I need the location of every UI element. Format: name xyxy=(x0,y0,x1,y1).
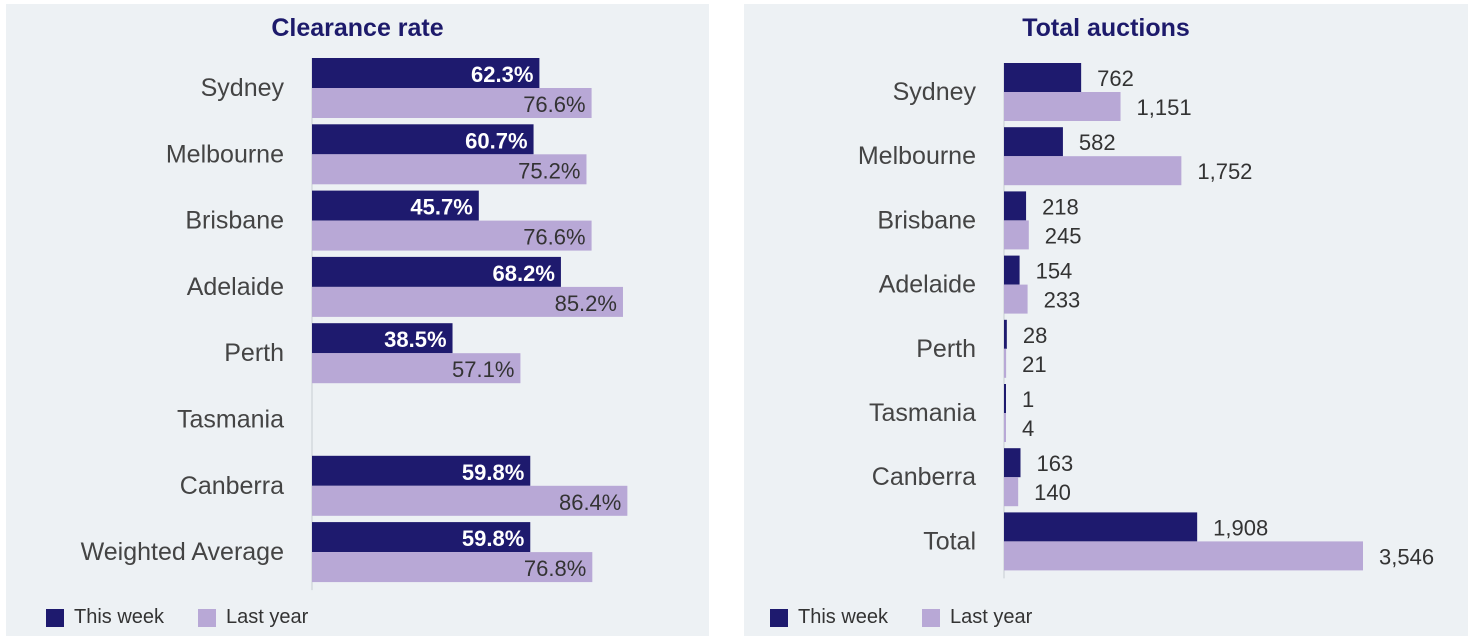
bar-last-year-sydney xyxy=(1004,92,1121,121)
bar-this-week-brisbane xyxy=(1004,191,1027,221)
legend-item-last-year: Last year xyxy=(198,606,308,629)
data-label-this-week-brisbane: 218 xyxy=(1042,194,1079,219)
category-label-melbourne: Melbourne xyxy=(166,140,284,168)
category-label-canberra: Canberra xyxy=(180,472,284,500)
data-label-last-year-brisbane: 245 xyxy=(1045,223,1082,248)
category-label-tasmania: Tasmania xyxy=(177,406,284,434)
clearance-rate-panel: Clearance rate Sydney 62.3% 76.6% Melbourne… xyxy=(6,4,709,636)
total-auctions-panel: Total auctions Sydney 762 1,151 Melbourne 58… xyxy=(744,4,1468,636)
bar-this-week-canberra xyxy=(312,455,531,486)
bar-this-week-brisbane xyxy=(312,190,479,221)
bar-last-year-canberra xyxy=(1004,477,1019,507)
category-label-canberra: Canberra xyxy=(872,463,976,491)
bar-last-year-sydney xyxy=(312,88,592,118)
legend-label-last-year: Last year xyxy=(950,606,1033,628)
category-label-weighted-average: Weighted Average xyxy=(81,538,284,566)
data-label-last-year-canberra: 86.4% xyxy=(559,490,621,515)
legend-item-this-week: This week xyxy=(770,606,888,629)
category-label-tasmania: Tasmania xyxy=(869,399,976,427)
bar-last-year-brisbane xyxy=(1004,220,1029,250)
bar-last-year-melbourne xyxy=(312,154,587,185)
data-label-last-year-adelaide: 85.2% xyxy=(555,291,617,316)
data-label-last-year-perth: 57.1% xyxy=(452,357,514,382)
data-label-last-year-canberra: 140 xyxy=(1034,480,1071,505)
data-label-this-week-adelaide: 68.2% xyxy=(493,261,555,286)
data-label-this-week-weighted-average: 59.8% xyxy=(462,526,524,551)
data-label-last-year-melbourne: 1,752 xyxy=(1197,159,1252,184)
bar-last-year-total xyxy=(1004,541,1363,571)
category-label-sydney: Sydney xyxy=(201,74,285,102)
category-label-adelaide: Adelaide xyxy=(879,271,976,299)
data-label-this-week-tasmania: 1 xyxy=(1022,387,1034,412)
category-label-total: Total xyxy=(923,527,976,555)
legend-item-this-week: This week xyxy=(46,606,164,629)
bar-this-week-tasmania xyxy=(1004,384,1006,413)
data-label-this-week-canberra: 59.8% xyxy=(462,460,524,485)
data-label-this-week-brisbane: 45.7% xyxy=(410,195,472,220)
category-label-brisbane: Brisbane xyxy=(185,207,284,235)
data-label-last-year-melbourne: 75.2% xyxy=(518,158,580,183)
total-auctions-legend: This week Last year xyxy=(770,606,1066,629)
data-label-last-year-perth: 21 xyxy=(1022,352,1046,377)
bar-this-week-perth xyxy=(312,323,453,354)
legend-label-this-week: This week xyxy=(798,606,889,628)
data-label-last-year-sydney: 1,151 xyxy=(1137,95,1192,120)
clearance-rate-chart: Sydney 62.3% 76.6% Melbourne 60.7% 75.2% Brisb… xyxy=(81,58,628,591)
bar-this-week-melbourne xyxy=(312,124,534,155)
bar-this-week-sydney xyxy=(312,58,540,88)
data-label-this-week-sydney: 762 xyxy=(1097,66,1134,91)
bar-this-week-canberra xyxy=(1004,448,1021,478)
data-label-this-week-perth: 28 xyxy=(1023,323,1047,348)
bar-last-year-tasmania xyxy=(1004,413,1006,442)
clearance-rate-legend: This week Last year xyxy=(46,606,342,629)
bar-this-week-sydney xyxy=(1004,63,1082,92)
data-label-this-week-melbourne: 582 xyxy=(1079,130,1116,155)
legend-swatch-this-week xyxy=(770,608,788,627)
category-label-perth: Perth xyxy=(224,339,284,367)
bar-this-week-weighted-average xyxy=(312,522,531,553)
bar-last-year-adelaide xyxy=(1004,284,1028,314)
category-label-brisbane: Brisbane xyxy=(877,206,976,234)
bar-last-year-adelaide xyxy=(312,286,623,317)
data-label-last-year-adelaide: 233 xyxy=(1044,288,1081,313)
bar-last-year-canberra xyxy=(312,485,628,516)
legend-swatch-last-year xyxy=(198,608,217,627)
category-label-perth: Perth xyxy=(916,335,976,363)
bar-last-year-weighted-average xyxy=(312,552,593,583)
legend-swatch-last-year xyxy=(922,608,941,627)
bar-last-year-brisbane xyxy=(312,220,592,251)
data-label-this-week-sydney: 62.3% xyxy=(471,62,533,87)
clearance-rate-title: Clearance rate xyxy=(271,14,444,42)
legend-label-last-year: Last year xyxy=(226,606,309,628)
legend-item-last-year: Last year xyxy=(922,606,1032,629)
data-label-last-year-sydney: 76.6% xyxy=(523,92,585,117)
data-label-last-year-total: 3,546 xyxy=(1379,544,1434,569)
category-label-melbourne: Melbourne xyxy=(858,142,976,170)
category-label-adelaide: Adelaide xyxy=(187,273,284,301)
data-label-this-week-canberra: 163 xyxy=(1037,451,1074,476)
data-label-last-year-brisbane: 76.6% xyxy=(523,225,585,250)
legend-swatch-this-week xyxy=(46,608,64,627)
category-label-sydney: Sydney xyxy=(893,78,977,106)
bar-this-week-perth xyxy=(1004,319,1007,349)
bar-this-week-total xyxy=(1004,512,1198,542)
bar-last-year-melbourne xyxy=(1004,156,1182,186)
data-label-this-week-total: 1,908 xyxy=(1213,515,1268,540)
bar-this-week-adelaide xyxy=(312,256,561,287)
bar-this-week-melbourne xyxy=(1004,127,1063,157)
total-auctions-title: Total auctions xyxy=(1022,14,1190,42)
data-label-last-year-tasmania: 4 xyxy=(1022,416,1034,441)
bar-this-week-adelaide xyxy=(1004,255,1020,285)
data-label-this-week-perth: 38.5% xyxy=(384,327,446,352)
bar-last-year-perth xyxy=(312,353,521,384)
data-label-last-year-weighted-average: 76.8% xyxy=(524,556,586,581)
data-label-this-week-melbourne: 60.7% xyxy=(465,128,527,153)
legend-label-this-week: This week xyxy=(74,606,165,628)
bar-last-year-perth xyxy=(1004,348,1007,378)
data-label-this-week-adelaide: 154 xyxy=(1036,259,1073,284)
